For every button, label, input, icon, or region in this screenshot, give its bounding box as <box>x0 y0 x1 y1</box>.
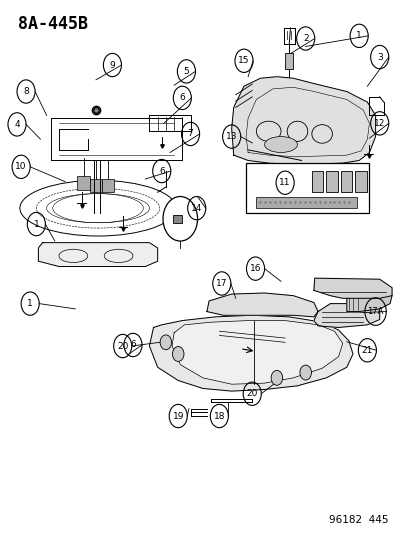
Text: 8: 8 <box>23 87 29 96</box>
Circle shape <box>299 365 311 380</box>
Text: 8A-445B: 8A-445B <box>18 14 88 33</box>
Bar <box>256 197 356 208</box>
Polygon shape <box>313 304 379 327</box>
Text: 19: 19 <box>172 411 183 421</box>
Polygon shape <box>206 293 317 317</box>
Bar <box>285 53 292 69</box>
Text: 10: 10 <box>15 163 27 171</box>
Text: 21: 21 <box>361 346 372 355</box>
Text: 7: 7 <box>187 130 193 139</box>
Text: 17: 17 <box>216 279 227 288</box>
Text: 20: 20 <box>117 342 128 351</box>
Text: 16: 16 <box>249 264 261 273</box>
Circle shape <box>172 346 183 361</box>
Polygon shape <box>38 243 157 266</box>
Circle shape <box>160 335 171 350</box>
Bar <box>311 171 323 192</box>
Text: 3: 3 <box>376 53 382 62</box>
Bar <box>102 179 114 192</box>
Text: 9: 9 <box>109 61 115 69</box>
Text: 1: 1 <box>33 220 39 229</box>
Text: 4: 4 <box>14 120 20 129</box>
Text: 6: 6 <box>130 341 135 350</box>
Text: 13: 13 <box>225 132 237 141</box>
Circle shape <box>163 197 197 241</box>
Bar <box>245 163 368 214</box>
Polygon shape <box>346 296 391 312</box>
Text: 20: 20 <box>246 389 257 398</box>
Polygon shape <box>313 278 391 298</box>
Ellipse shape <box>264 136 297 152</box>
Bar <box>340 171 351 192</box>
Text: 1: 1 <box>356 31 361 41</box>
Text: 14: 14 <box>190 204 202 213</box>
Circle shape <box>271 370 282 385</box>
Polygon shape <box>172 320 342 384</box>
Bar <box>77 176 90 190</box>
Text: 1: 1 <box>27 299 33 308</box>
Polygon shape <box>231 77 375 165</box>
Bar <box>325 171 337 192</box>
Text: 6: 6 <box>159 166 164 175</box>
Bar <box>173 215 182 223</box>
Bar <box>354 171 366 192</box>
Text: 18: 18 <box>213 411 225 421</box>
Polygon shape <box>149 316 352 391</box>
Text: 6: 6 <box>179 93 185 102</box>
Text: 96182  445: 96182 445 <box>329 515 388 524</box>
Text: 5: 5 <box>183 67 189 76</box>
Text: 11: 11 <box>279 178 290 187</box>
Text: 15: 15 <box>238 56 249 65</box>
Text: 2: 2 <box>302 34 308 43</box>
Bar <box>90 179 102 192</box>
Text: 12: 12 <box>373 119 385 128</box>
Text: 17A: 17A <box>366 307 383 316</box>
Ellipse shape <box>20 180 176 236</box>
